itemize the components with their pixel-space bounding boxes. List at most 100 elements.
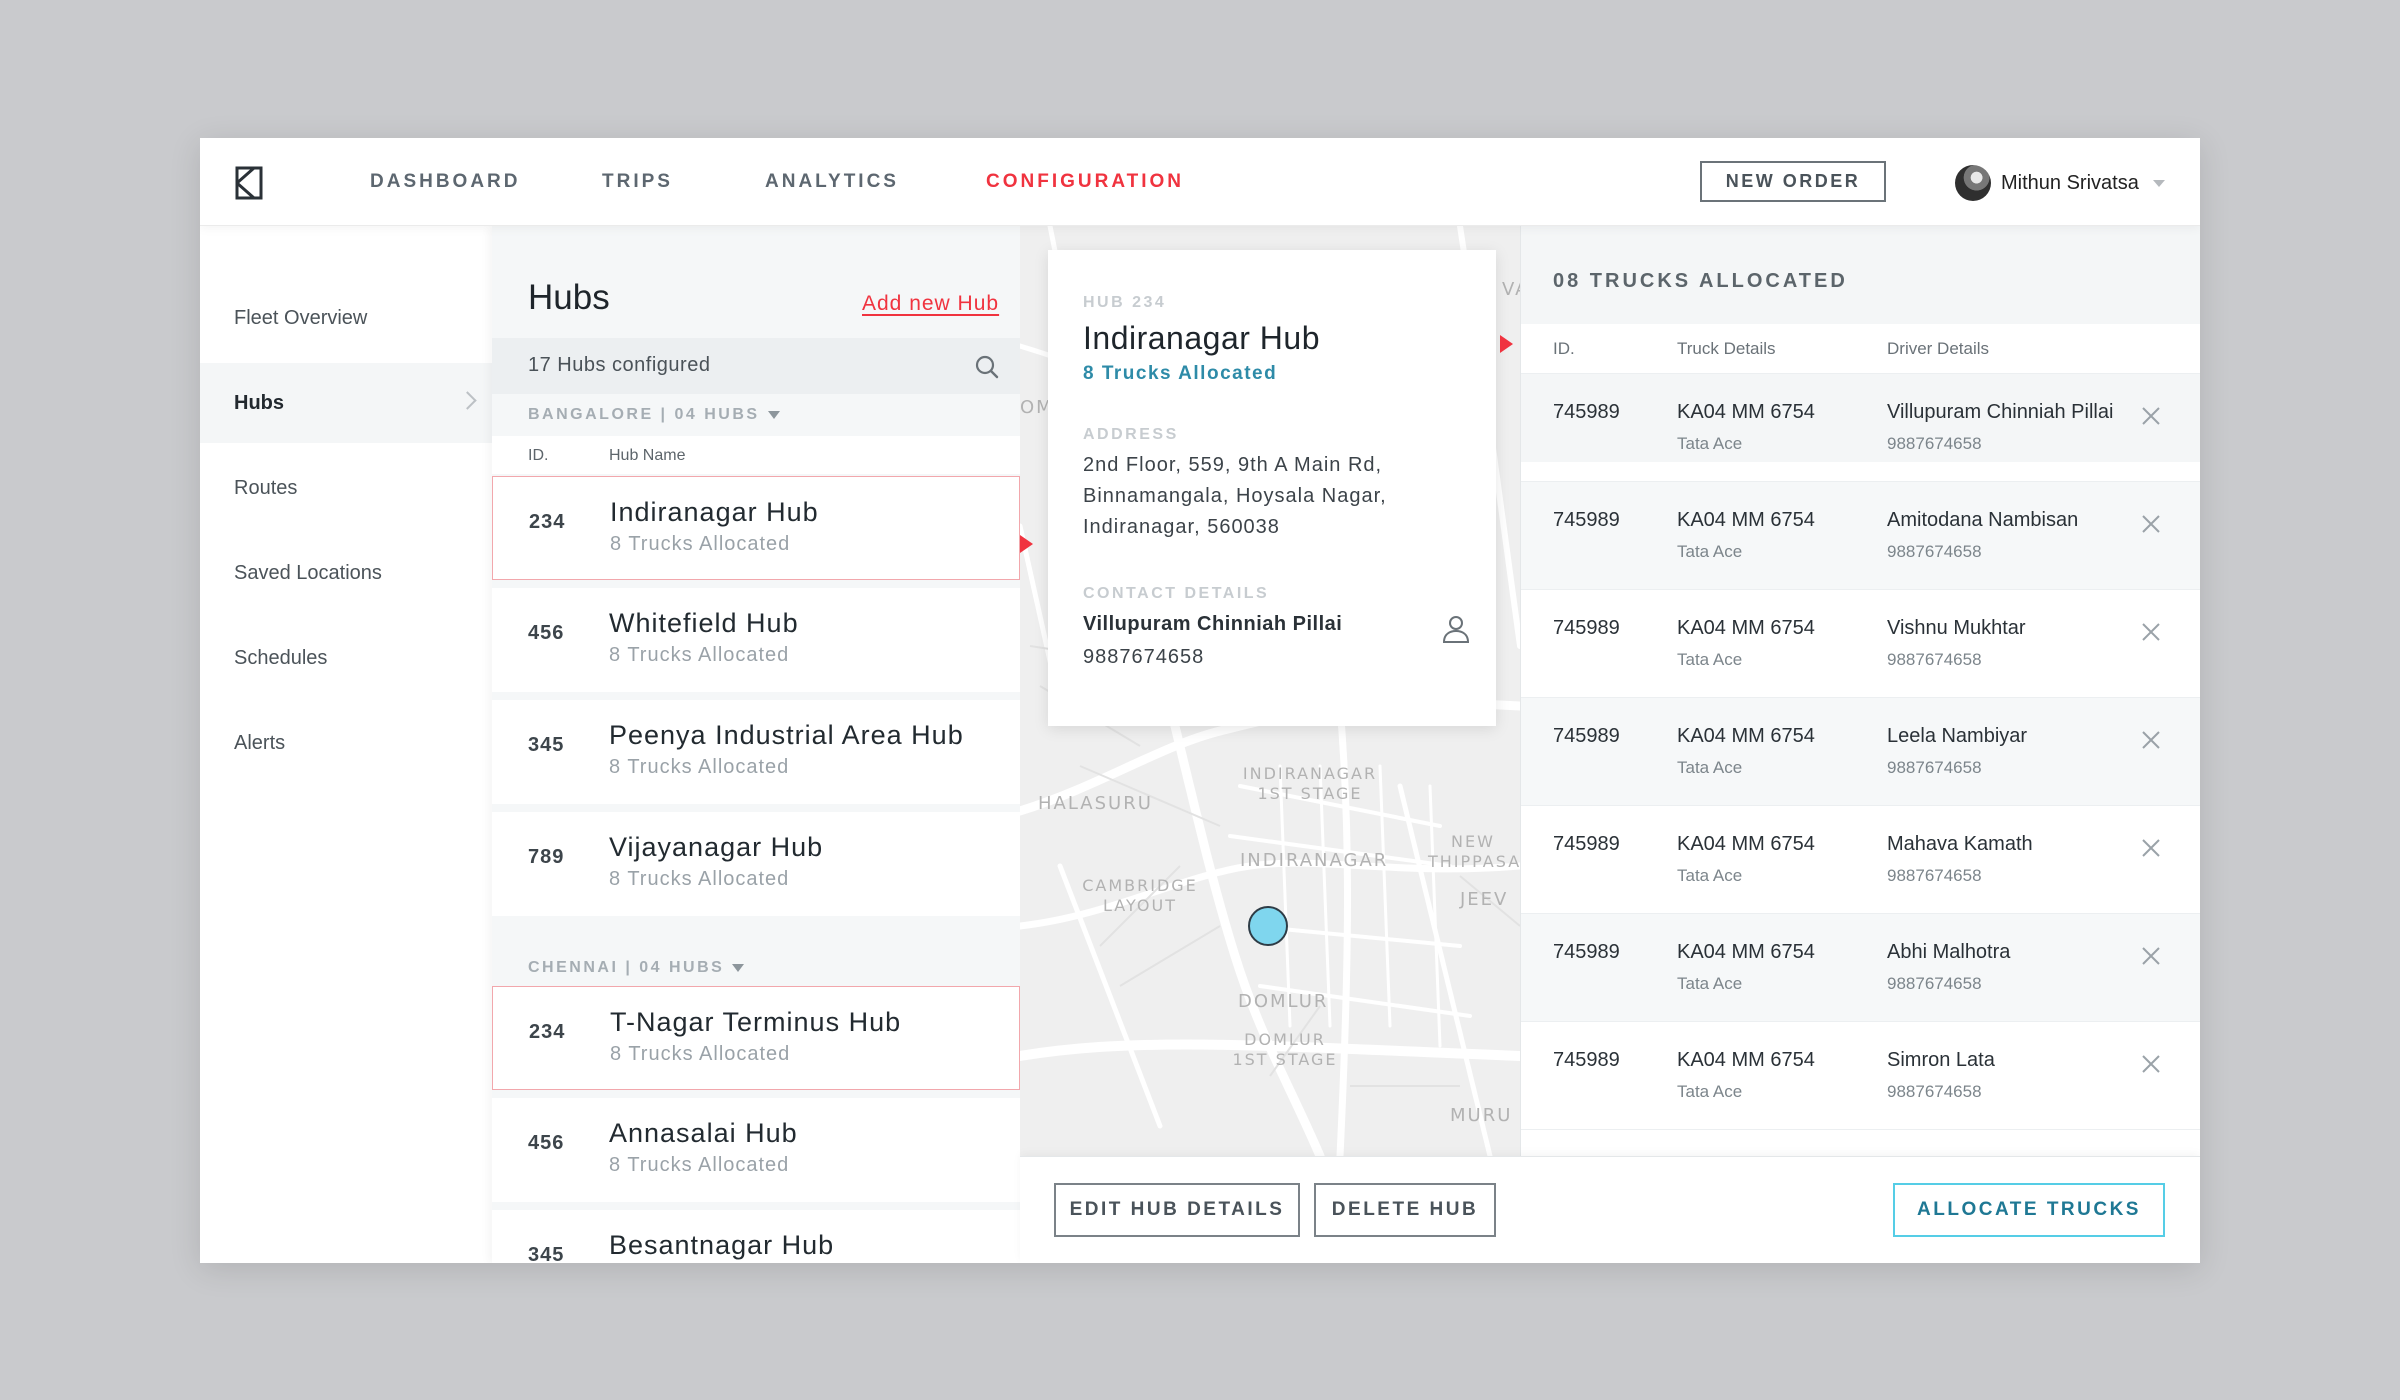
table-row[interactable]: 745989 KA04 MM 6754 Tata Ace Simron Lata… bbox=[1521, 1022, 2200, 1130]
hub-id: 345 bbox=[528, 734, 565, 756]
col-id: ID. bbox=[528, 447, 549, 464]
hub-row[interactable]: 456 Annasalai Hub 8 Trucks Allocated bbox=[492, 1098, 1020, 1202]
driver-name: Abhi Malhotra bbox=[1887, 941, 2011, 963]
edit-hub-button[interactable]: EDIT HUB DETAILS bbox=[1054, 1183, 1300, 1237]
top-navigation: DASHBOARD TRIPS ANALYTICS CONFIGURATION … bbox=[200, 138, 2200, 226]
selection-pointer-icon bbox=[1020, 535, 1033, 553]
table-row[interactable]: 745989 KA04 MM 6754 Tata Ace Villupuram … bbox=[1521, 374, 2200, 482]
region-header-chennai[interactable]: CHENNAI | 04 HUBS bbox=[528, 959, 745, 977]
search-icon[interactable] bbox=[974, 354, 1000, 380]
truck-id: 745989 bbox=[1553, 833, 1620, 855]
truck-plate: KA04 MM 6754 bbox=[1677, 725, 1815, 747]
truck-id: 745989 bbox=[1553, 509, 1620, 531]
nav-configuration[interactable]: CONFIGURATION bbox=[986, 171, 1185, 192]
truck-model: Tata Ace bbox=[1677, 758, 1743, 777]
close-icon[interactable] bbox=[2139, 1052, 2163, 1076]
delete-hub-button[interactable]: DELETE HUB bbox=[1314, 1183, 1496, 1237]
sidebar: Fleet Overview Hubs Routes Saved Locatio… bbox=[200, 226, 492, 1263]
action-bar: EDIT HUB DETAILS DELETE HUB ALLOCATE TRU… bbox=[1020, 1156, 2200, 1263]
hub-id-label: HUB 234 bbox=[1083, 294, 1167, 311]
truck-model: Tata Ace bbox=[1677, 866, 1743, 885]
hub-address: 2nd Floor, 559, 9th A Main Rd, Binnamang… bbox=[1083, 454, 1387, 538]
close-icon[interactable] bbox=[2139, 404, 2163, 428]
hub-id: 789 bbox=[528, 846, 565, 868]
chevron-down-icon bbox=[767, 410, 780, 419]
truck-id: 745989 bbox=[1553, 725, 1620, 747]
nav-dashboard[interactable]: DASHBOARD bbox=[370, 171, 521, 192]
nav-analytics[interactable]: ANALYTICS bbox=[765, 171, 899, 192]
sidebar-item-label: Alerts bbox=[234, 732, 286, 754]
hubs-table-header: ID. Hub Name bbox=[492, 436, 1020, 474]
hub-row[interactable]: 456 Whitefield Hub 8 Trucks Allocated bbox=[492, 588, 1020, 692]
hubs-panel: Hubs Add new Hub 17 Hubs configured BANG… bbox=[492, 226, 1020, 1263]
hub-row[interactable]: 789 Vijayanagar Hub 8 Trucks Allocated bbox=[492, 812, 1020, 916]
hub-row[interactable]: 234 T-Nagar Terminus Hub 8 Trucks Alloca… bbox=[492, 986, 1020, 1090]
table-row[interactable]: 745989 KA04 MM 6754 Tata Ace Mahava Kama… bbox=[1521, 806, 2200, 914]
driver-phone: 9887674658 bbox=[1887, 1082, 1982, 1101]
allocate-trucks-button[interactable]: ALLOCATE TRUCKS bbox=[1893, 1183, 2165, 1237]
hub-name: Vijayanagar Hub bbox=[609, 832, 824, 862]
driver-phone: 9887674658 bbox=[1887, 434, 1982, 453]
close-icon[interactable] bbox=[2139, 728, 2163, 752]
hub-row[interactable]: 345 Peenya Industrial Area Hub 8 Trucks … bbox=[492, 700, 1020, 804]
driver-name: Vishnu Mukhtar bbox=[1887, 617, 2026, 639]
driver-name: Villupuram Chinniah Pillai bbox=[1887, 401, 2114, 423]
driver-name: Leela Nambiyar bbox=[1887, 725, 2028, 747]
close-icon[interactable] bbox=[2139, 836, 2163, 860]
new-order-button[interactable]: NEW ORDER bbox=[1700, 161, 1886, 202]
hub-name: Besantnagar Hub bbox=[609, 1230, 835, 1260]
sidebar-item-label: Hubs bbox=[234, 392, 284, 414]
hub-location-pin-icon[interactable] bbox=[1248, 906, 1288, 946]
region-label: CHENNAI | 04 HUBS bbox=[528, 959, 725, 976]
map-label: VA bbox=[1502, 279, 1520, 300]
col-id: ID. bbox=[1553, 339, 1575, 358]
close-icon[interactable] bbox=[2139, 512, 2163, 536]
hub-trucks: 8 Trucks Allocated bbox=[609, 644, 790, 666]
region-label: BANGALORE | 04 HUBS bbox=[528, 406, 760, 423]
table-row[interactable]: 745989 KA04 MM 6754 Tata Ace Amitodana N… bbox=[1521, 482, 2200, 590]
truck-plate: KA04 MM 6754 bbox=[1677, 617, 1815, 639]
truck-model: Tata Ace bbox=[1677, 542, 1743, 561]
close-icon[interactable] bbox=[2139, 944, 2163, 968]
person-icon[interactable] bbox=[1441, 614, 1471, 644]
address-label: ADDRESS bbox=[1083, 426, 1179, 443]
sidebar-item-hubs[interactable]: Hubs bbox=[200, 363, 492, 443]
hub-name: Whitefield Hub bbox=[609, 608, 799, 638]
hub-id: 234 bbox=[529, 1021, 566, 1043]
user-menu[interactable]: Mithun Srivatsa bbox=[1955, 163, 2165, 203]
trucks-table-header: ID. Truck Details Driver Details bbox=[1521, 324, 2200, 374]
sidebar-item-saved-locations[interactable]: Saved Locations bbox=[200, 533, 492, 613]
map-label: INDIRANAGAR bbox=[1240, 850, 1389, 871]
driver-name: Amitodana Nambisan bbox=[1887, 509, 2079, 531]
sidebar-item-routes[interactable]: Routes bbox=[200, 448, 492, 528]
hub-row[interactable]: 234 Indiranagar Hub 8 Trucks Allocated bbox=[492, 476, 1020, 580]
region-header-bangalore[interactable]: BANGALORE | 04 HUBS bbox=[528, 406, 780, 424]
driver-phone: 9887674658 bbox=[1887, 866, 1982, 885]
table-row[interactable]: 745989 KA04 MM 6754 Tata Ace Vishnu Mukh… bbox=[1521, 590, 2200, 698]
trucks-panel: 08 TRUCKS ALLOCATED ID. Truck Details Dr… bbox=[1520, 226, 2200, 1156]
trucks-title: 08 TRUCKS ALLOCATED bbox=[1553, 270, 1848, 292]
col-truck-details: Truck Details bbox=[1677, 339, 1776, 358]
add-hub-link[interactable]: Add new Hub bbox=[862, 292, 1000, 315]
hub-row[interactable]: 345 Besantnagar Hub bbox=[492, 1210, 1020, 1263]
hub-id: 456 bbox=[528, 622, 565, 644]
map-label: DOMLUR 1ST STAGE bbox=[1232, 1030, 1338, 1069]
sidebar-item-label: Schedules bbox=[234, 647, 328, 669]
sidebar-item-alerts[interactable]: Alerts bbox=[200, 703, 492, 783]
close-icon[interactable] bbox=[2139, 620, 2163, 644]
hub-trucks: 8 Trucks Allocated bbox=[609, 756, 790, 778]
table-row[interactable]: 745989 KA04 MM 6754 Tata Ace Leela Nambi… bbox=[1521, 698, 2200, 806]
map-label: MURU bbox=[1450, 1105, 1513, 1126]
brand-logo-icon[interactable] bbox=[234, 165, 264, 201]
truck-model: Tata Ace bbox=[1677, 1082, 1743, 1101]
truck-id: 745989 bbox=[1553, 401, 1620, 423]
nav-trips[interactable]: TRIPS bbox=[602, 171, 673, 192]
table-row[interactable]: 745989 KA04 MM 6754 Tata Ace Abhi Malhot… bbox=[1521, 914, 2200, 1022]
sidebar-item-fleet-overview[interactable]: Fleet Overview bbox=[200, 278, 492, 358]
hub-detail-name: Indiranagar Hub bbox=[1083, 320, 1320, 356]
truck-id: 745989 bbox=[1553, 941, 1620, 963]
driver-phone: 9887674658 bbox=[1887, 974, 1982, 993]
contact-phone: 9887674658 bbox=[1083, 646, 1205, 668]
sidebar-item-schedules[interactable]: Schedules bbox=[200, 618, 492, 698]
hub-id: 456 bbox=[528, 1132, 565, 1154]
